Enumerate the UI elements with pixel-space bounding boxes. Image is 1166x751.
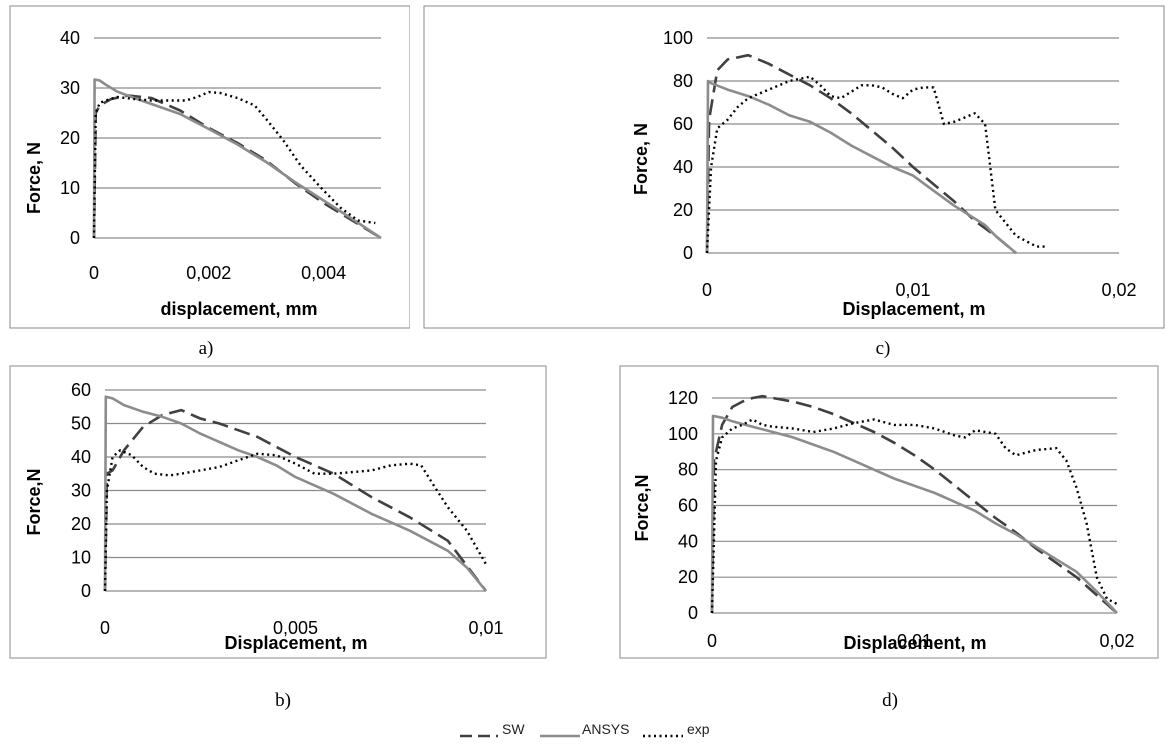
chart-c-series-sw (705, 53, 1017, 254)
chart-c-xtick-label: 0,02 (1101, 280, 1136, 300)
chart-c-series-exp (705, 75, 1047, 254)
chart-c-xtick-label: 0 (702, 280, 712, 300)
chart-c-ytick-label: 40 (673, 157, 693, 177)
chart-a-series-ansys (92, 78, 382, 240)
chart-c-xlabel: Displacement, m (842, 299, 985, 319)
chart-a-svg: 0 10 20 30 40 0 0,002 0,004 displacement, mm Forc… (9, 5, 410, 329)
chart-b-svg: 0 10 20 30 40 50 60 0 0,005 0,01 Displacement, m Fo… (9, 365, 547, 659)
chart-a-xlabel: displacement, mm (160, 299, 317, 319)
chart-d-xtick-label: 0,02 (1099, 631, 1134, 651)
chart-d-ylabel: Force,N (632, 474, 652, 541)
chart-d-ytick-label: 60 (678, 496, 698, 516)
chart-c-svg: 0 20 40 60 80 100 0 0,01 0,02 Displacement, m Forc… (423, 5, 1165, 329)
legend-label-exp: exp (687, 724, 710, 737)
chart-a-ytick-label: 40 (60, 28, 80, 48)
chart-a-ytick-label: 0 (70, 228, 80, 248)
chart-b-series-ansys (103, 395, 488, 592)
chart-a-border (9, 5, 410, 329)
chart-b-ytick-label: 30 (71, 481, 91, 501)
chart-b-xlabel: Displacement, m (224, 633, 367, 653)
chart-c-xtick-label: 0,01 (895, 280, 930, 300)
chart-d-xlabel: Displacement, m (843, 633, 986, 653)
chart-a-series-sw (92, 94, 382, 240)
chart-d-xtick-label: 0,01 (897, 631, 932, 651)
chart-b-ytick-label: 60 (71, 380, 91, 400)
chart-b-ytick-label: 50 (71, 414, 91, 434)
chart-c-ytick-label: 60 (673, 114, 693, 134)
chart-b-ytick-label: 40 (71, 447, 91, 467)
chart-b-border (9, 365, 547, 659)
chart-b-ytick-label: 10 (71, 548, 91, 568)
legend-label-sw: SW (502, 724, 525, 737)
chart-c-ytick-label: 20 (673, 200, 693, 220)
chart-b-series-sw (103, 408, 488, 592)
chart-d-xtick-label: 0 (707, 631, 717, 651)
chart-panel-d: 0 20 40 60 80 100 120 0 0,01 0,02 Displacement, m F… (618, 362, 1166, 662)
chart-d-series-sw (710, 394, 1118, 614)
chart-a-ytick-label: 20 (60, 128, 80, 148)
chart-a-xtick-label: 0 (89, 263, 99, 283)
chart-c-ytick-label: 0 (683, 243, 693, 263)
chart-a-ylabel: Force, N (24, 142, 44, 214)
legend-svg: SW ANSYS exp (460, 721, 710, 738)
chart-b-ytick-label: 20 (71, 514, 91, 534)
chart-d-ytick-label: 100 (668, 424, 698, 444)
caption-a: a) (198, 338, 214, 359)
chart-d-ytick-label: 20 (678, 567, 698, 587)
legend-label-ansys: ANSYS (582, 724, 629, 737)
chart-c-ytick-label: 100 (663, 28, 693, 48)
chart-a-ytick-label: 10 (60, 178, 80, 198)
chart-b-ylabel: Force,N (24, 468, 44, 535)
chart-d-ytick-label: 40 (678, 531, 698, 551)
chart-c-ylabel: Force, N (631, 123, 651, 195)
chart-legend: SW ANSYS exp (460, 721, 720, 746)
chart-d-ytick-label: 120 (668, 388, 698, 408)
chart-d-svg: 0 20 40 60 80 100 120 0 0,01 0,02 Displacement, m F… (619, 365, 1159, 659)
chart-b-xtick-label: 0 (100, 618, 110, 638)
chart-a-xtick-label: 0,002 (186, 263, 231, 283)
chart-b-xtick-label: 0,005 (273, 618, 318, 638)
chart-a-ytick-label: 30 (60, 78, 80, 98)
chart-b-xtick-label: 0,01 (468, 618, 503, 638)
chart-d-series-ansys (710, 414, 1118, 614)
caption-b: b) (275, 690, 291, 711)
caption-d: d) (882, 690, 898, 711)
chart-a-series-exp (92, 90, 376, 239)
chart-c-border (423, 5, 1165, 329)
chart-d-ytick-label: 0 (688, 603, 698, 623)
chart-b-series-exp (103, 449, 488, 592)
chart-d-ytick-label: 80 (678, 460, 698, 480)
chart-c-series-ansys (705, 79, 1017, 254)
chart-b-ytick-label: 0 (81, 581, 91, 601)
chart-panel-c: 0 20 40 60 80 100 0 0,01 0,02 Displacement, m Forc… (422, 0, 1166, 330)
chart-panel-b: 0 10 20 30 40 50 60 0 0,005 0,01 Displacement, m Fo… (0, 362, 556, 662)
chart-c-ytick-label: 80 (673, 71, 693, 91)
chart-a-xtick-label: 0,004 (301, 263, 346, 283)
chart-d-border (619, 365, 1159, 659)
caption-c: c) (875, 338, 891, 359)
chart-d-series-exp (710, 418, 1118, 614)
chart-panel-a: 0 10 20 30 40 0 0,002 0,004 displacement, mm Forc… (0, 0, 410, 330)
